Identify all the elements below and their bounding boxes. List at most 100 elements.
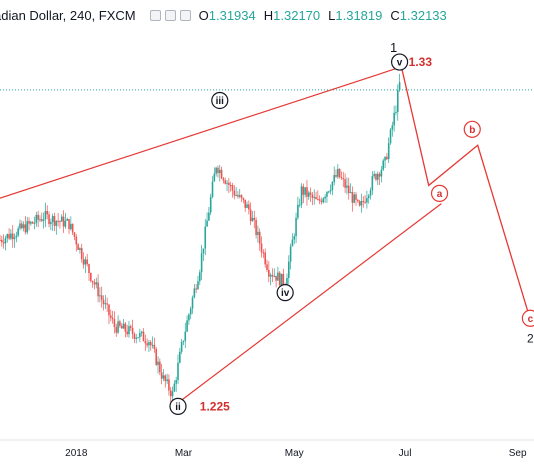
candle-body: [324, 196, 326, 199]
candle-body: [376, 173, 379, 180]
candle-body: [291, 239, 294, 247]
candle-body: [289, 246, 292, 262]
candle-body: [86, 259, 88, 265]
projection-end-label: 2: [527, 331, 534, 345]
candle-body: [119, 321, 121, 326]
x-tick-label: Mar: [175, 448, 193, 459]
candle-body: [226, 182, 228, 184]
candle-body: [248, 204, 250, 210]
candle-body: [373, 173, 375, 177]
candle-body: [30, 221, 32, 224]
candle-body: [369, 190, 372, 196]
candle-body: [264, 252, 266, 265]
candle-body: [204, 226, 207, 249]
candle-body: [213, 173, 216, 182]
projection-label-circle: [521, 309, 534, 327]
candle-body: [387, 143, 390, 160]
candle-body: [180, 342, 183, 352]
candle-body: [35, 214, 38, 223]
candle-body: [31, 221, 34, 224]
candle-body: [40, 219, 43, 221]
candle-body: [238, 195, 241, 197]
candle-body: [122, 323, 125, 329]
candle-body: [66, 219, 69, 221]
candle-body: [55, 220, 58, 226]
candle-body: [77, 244, 79, 251]
candle-body: [268, 269, 270, 277]
candle-body: [108, 304, 110, 316]
wave-label-v: v: [397, 58, 403, 69]
candle-body: [22, 224, 25, 229]
candle-body: [342, 178, 345, 180]
candle-body: [331, 181, 334, 190]
candle-body: [346, 185, 348, 188]
candle-body: [307, 192, 310, 197]
candle-body: [79, 248, 81, 251]
remove-series-icon[interactable]: [179, 9, 191, 21]
candle-body: [357, 199, 359, 202]
candle-body: [228, 182, 230, 185]
candle-body: [282, 273, 285, 286]
settings-icon[interactable]: [164, 9, 176, 21]
candle-body: [159, 361, 161, 373]
candle-body: [173, 383, 176, 392]
candle-body: [13, 237, 16, 240]
candle-body: [395, 112, 397, 114]
candle-body: [51, 216, 54, 223]
candle-body: [362, 200, 365, 202]
candle-body: [137, 337, 139, 339]
candle-body: [97, 282, 99, 297]
candle-body: [224, 180, 227, 184]
candle-body: [148, 342, 150, 346]
candle-body: [186, 320, 188, 332]
projection-label-a: a: [437, 189, 443, 200]
candle-body: [353, 194, 355, 203]
candle-body: [0, 239, 1, 241]
candle-body: [48, 214, 50, 225]
candle-body: [70, 223, 72, 230]
x-axis: 2018 Mar May Jul Sep: [0, 439, 534, 459]
hide-series-icon[interactable]: [149, 9, 161, 21]
wave-top-label: 1: [390, 40, 397, 55]
wave-label-circle: [276, 284, 294, 302]
candle-body: [300, 186, 303, 205]
candle-body: [164, 375, 167, 382]
candle-body: [179, 351, 181, 363]
wave-label-ii: ii: [175, 402, 181, 413]
candle-body: [113, 319, 116, 328]
candle-body: [142, 331, 145, 342]
candle-body: [60, 216, 63, 222]
candle-body: [246, 204, 248, 208]
candle-body: [166, 379, 168, 382]
candle-body: [337, 168, 339, 177]
candle-body: [50, 222, 52, 225]
candle-body: [322, 198, 325, 203]
candle-body: [33, 222, 36, 224]
candle-body: [140, 331, 143, 333]
candle-body: [360, 200, 363, 206]
candle-body: [313, 196, 316, 198]
candle-body: [39, 219, 41, 221]
candle-body: [347, 185, 350, 194]
candle-body: [144, 341, 147, 344]
candle-body: [340, 177, 343, 179]
candle-body: [37, 214, 39, 220]
candle-body: [344, 179, 346, 188]
candle-body: [184, 331, 187, 341]
candle-body: [93, 282, 96, 285]
candle-body: [71, 223, 74, 233]
candle-body: [4, 238, 7, 244]
upper-channel-line: [0, 66, 402, 199]
candle-body: [257, 231, 259, 235]
candle-body: [2, 242, 5, 244]
candle-body: [218, 169, 221, 174]
candle-body: [304, 187, 306, 195]
candle-body: [318, 199, 321, 201]
candle-body: [266, 264, 268, 270]
symbol-title: adian Dollar, 240, FXCM: [0, 7, 136, 23]
wave-label-circle: [169, 397, 187, 415]
candle-body: [102, 299, 105, 305]
candle-body: [386, 156, 388, 160]
